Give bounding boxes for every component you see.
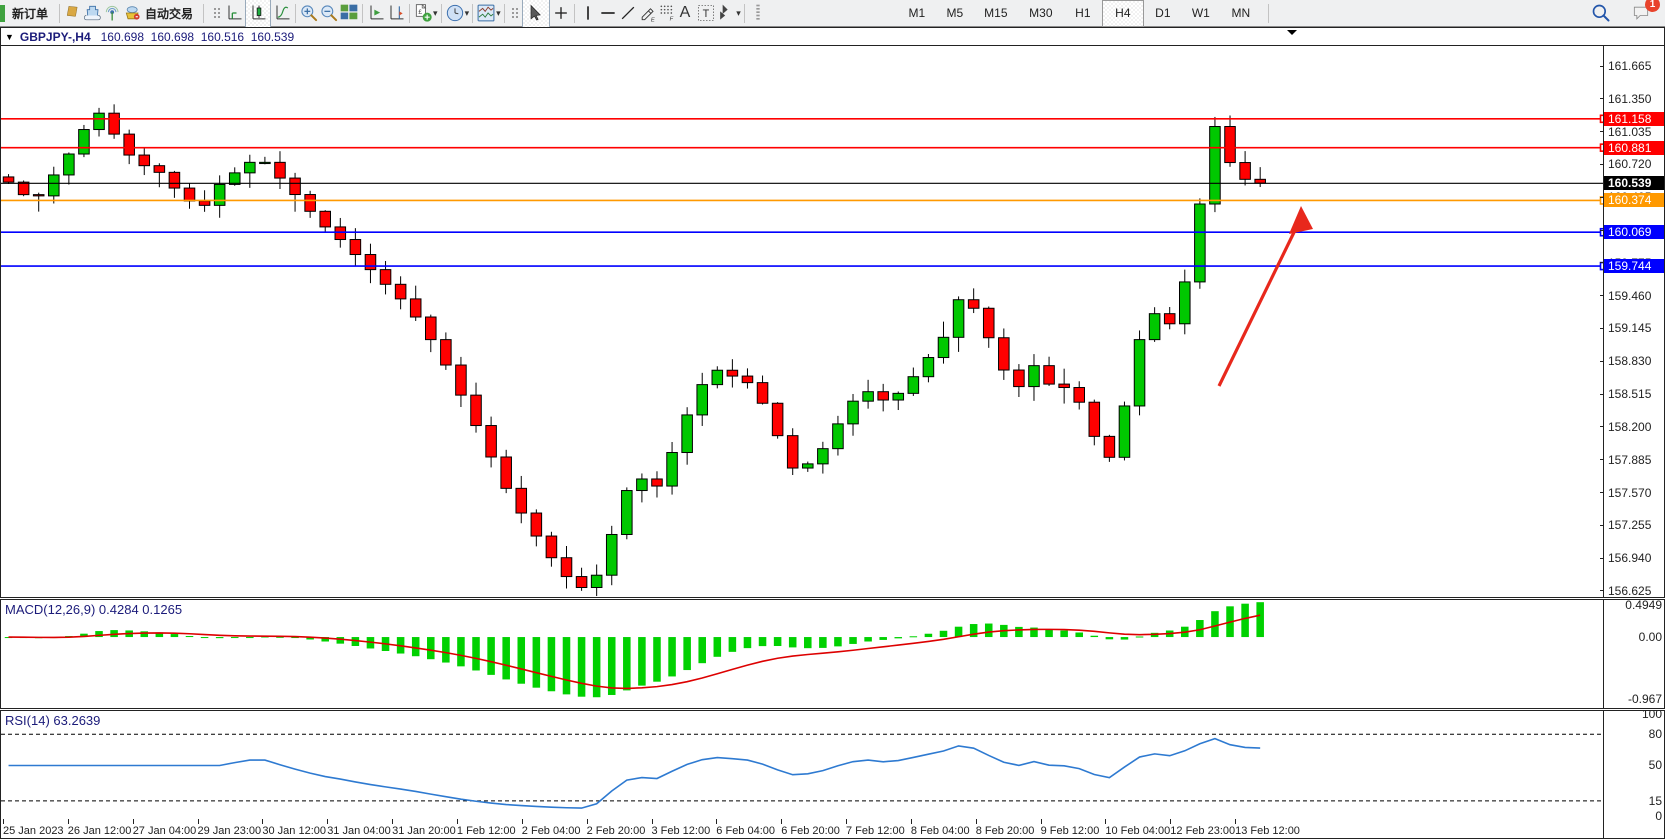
svg-text:£: £ [418, 9, 422, 16]
svg-text:E: E [651, 17, 655, 23]
svg-text:F: F [669, 17, 673, 23]
svg-text:T: T [703, 8, 710, 20]
